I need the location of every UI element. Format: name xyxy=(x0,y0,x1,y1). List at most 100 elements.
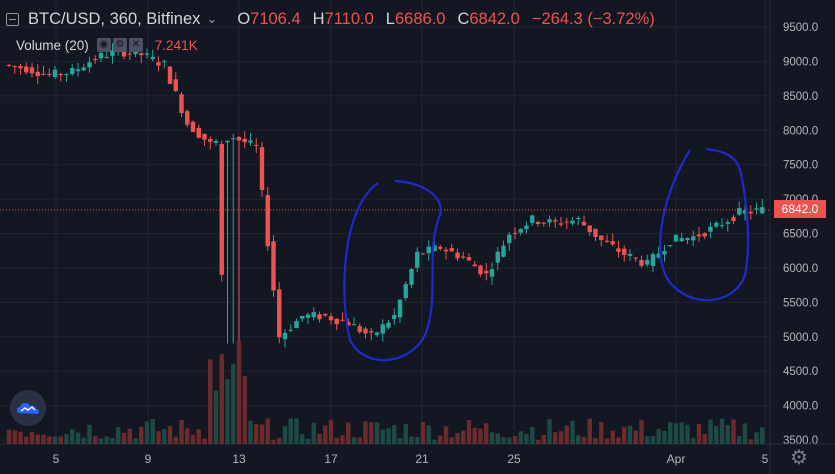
candle-body xyxy=(305,314,311,318)
volume-bar xyxy=(742,423,748,444)
candle-body xyxy=(363,328,368,334)
volume-bar xyxy=(627,425,633,444)
volume-bar xyxy=(139,426,144,444)
candle-body xyxy=(512,232,518,234)
volume-bar xyxy=(70,429,75,444)
last-price-tag: 6842.0 xyxy=(774,200,826,218)
volume-bar xyxy=(317,433,322,444)
volume-bar xyxy=(754,432,759,444)
candle-body xyxy=(484,270,489,274)
gear-icon[interactable]: ⚙ xyxy=(112,38,127,52)
candle-body xyxy=(420,253,426,255)
candle-body xyxy=(530,215,535,224)
volume-bar xyxy=(397,437,403,444)
candle-body xyxy=(18,66,23,69)
candle-body xyxy=(708,226,713,232)
volume-bar xyxy=(696,423,702,444)
candle-body xyxy=(93,58,98,60)
volume-bar xyxy=(282,425,288,444)
volume-bar xyxy=(748,439,753,444)
candle-body xyxy=(52,69,58,77)
volume-bar xyxy=(714,425,719,444)
volume-bar xyxy=(196,429,201,444)
volume-bar xyxy=(478,428,483,444)
volume-bar xyxy=(208,359,213,444)
volume-bar xyxy=(449,437,454,444)
candle-body xyxy=(104,57,109,59)
volume-bar xyxy=(323,425,328,444)
volume-bar xyxy=(265,418,270,444)
x-tick-label: 21 xyxy=(415,452,429,466)
change-readout: −264.3 (−3.72%) xyxy=(531,9,655,28)
volume-bar xyxy=(432,439,437,444)
candle-body xyxy=(242,138,247,143)
volume-bar xyxy=(403,423,408,444)
volume-label: Volume (20) xyxy=(16,37,89,53)
candle-body xyxy=(6,64,12,66)
x-tick-label: 5 xyxy=(762,452,769,466)
volume-bar xyxy=(98,438,104,444)
collapse-icon[interactable] xyxy=(6,12,19,26)
tradingview-cloud-icon[interactable] xyxy=(10,390,46,426)
candle-body xyxy=(328,316,334,321)
candle-body xyxy=(593,228,598,237)
volume-bar xyxy=(288,418,293,444)
candle-body xyxy=(639,259,644,266)
symbol-title[interactable]: BTC/USD, 360, Bitfinex xyxy=(28,9,201,28)
candle-body xyxy=(472,264,477,267)
volume-bar xyxy=(438,435,443,444)
eye-icon[interactable]: ◉ xyxy=(96,38,111,52)
volume-bar xyxy=(116,427,121,444)
candle-body xyxy=(403,284,408,299)
candle-body xyxy=(156,62,161,66)
candle-body xyxy=(587,225,592,233)
volume-bar xyxy=(236,340,242,444)
volume-bar xyxy=(75,432,81,444)
candle-body xyxy=(650,254,656,266)
volume-bar xyxy=(426,425,431,444)
close-icon[interactable]: ✕ xyxy=(128,38,143,52)
volume-bar xyxy=(12,430,17,444)
candle-body xyxy=(616,248,621,252)
x-tick-label: Apr xyxy=(667,452,686,466)
volume-bar xyxy=(81,437,86,444)
candle-body xyxy=(662,251,667,255)
volume-bar xyxy=(185,428,190,444)
volume-legend: Volume (20) ◉ ⚙ ✕ 7.241K xyxy=(16,36,198,54)
y-tick-label: 8000.0 xyxy=(783,125,818,137)
candle-body xyxy=(495,251,500,263)
candle-body xyxy=(702,233,707,237)
volume-bar xyxy=(650,435,656,444)
candle-body xyxy=(443,249,449,252)
volume-bar xyxy=(639,419,644,444)
volume-bar xyxy=(225,379,230,444)
volume-bar xyxy=(392,425,397,444)
x-tick-label: 13 xyxy=(232,452,246,466)
volume-bar xyxy=(144,421,150,444)
volume-bar xyxy=(248,420,253,444)
gear-icon[interactable]: ⚙ xyxy=(790,446,808,469)
candle-body xyxy=(231,138,236,140)
volume-bar xyxy=(213,390,219,444)
candle-body xyxy=(507,234,512,244)
volume-bar xyxy=(570,420,575,444)
volume-bar xyxy=(484,423,489,444)
candle-body xyxy=(75,69,81,72)
volume-bar xyxy=(673,423,679,444)
volume-value: 7.241K xyxy=(154,37,198,53)
candle-body xyxy=(202,133,207,140)
candle-body xyxy=(167,66,173,84)
y-tick-label: 5000.0 xyxy=(783,332,818,344)
candle-body xyxy=(29,67,35,74)
volume-bar xyxy=(633,430,638,444)
chevron-down-icon[interactable]: ⌄ xyxy=(206,11,218,26)
y-tick-label: 6000.0 xyxy=(783,263,818,275)
y-tick-label: 4500.0 xyxy=(783,366,818,378)
volume-bar xyxy=(604,438,610,444)
volume-bar xyxy=(179,419,184,444)
candle-body xyxy=(679,238,684,242)
volume-bar xyxy=(58,436,63,444)
candle-body xyxy=(225,140,230,143)
candle-body xyxy=(737,208,742,215)
